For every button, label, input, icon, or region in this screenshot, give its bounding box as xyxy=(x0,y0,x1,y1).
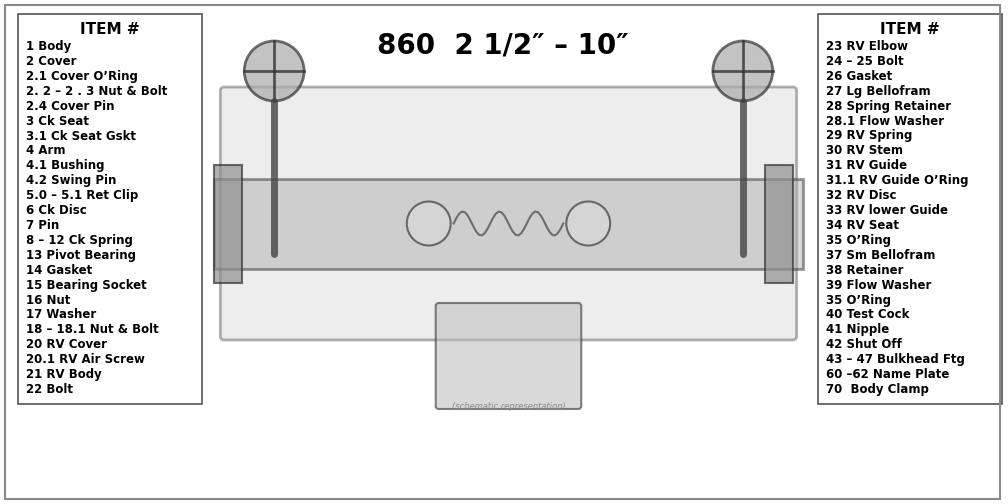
Text: 26 Gasket: 26 Gasket xyxy=(826,70,892,83)
Text: 20 RV Cover: 20 RV Cover xyxy=(26,338,107,351)
Text: 16 Nut: 16 Nut xyxy=(26,294,71,306)
Text: (schematic representation): (schematic representation) xyxy=(452,402,565,411)
Text: 3.1 Ck Seat Gskt: 3.1 Ck Seat Gskt xyxy=(26,130,136,143)
Text: 21 RV Body: 21 RV Body xyxy=(26,368,102,381)
Text: 7 Pin: 7 Pin xyxy=(26,219,59,232)
Text: ITEM #: ITEM # xyxy=(81,22,140,37)
Bar xyxy=(215,164,242,283)
Text: 4.1 Bushing: 4.1 Bushing xyxy=(26,159,105,172)
Text: 8 – 12 Ck Spring: 8 – 12 Ck Spring xyxy=(26,234,133,247)
Text: 28.1 Flow Washer: 28.1 Flow Washer xyxy=(826,114,943,128)
Text: 29 RV Spring: 29 RV Spring xyxy=(826,130,912,143)
Text: 4.2 Swing Pin: 4.2 Swing Pin xyxy=(26,174,116,187)
Text: 38 Retainer: 38 Retainer xyxy=(826,264,903,277)
Text: 70  Body Clamp: 70 Body Clamp xyxy=(826,383,928,396)
Text: 60 –62 Name Plate: 60 –62 Name Plate xyxy=(826,368,949,381)
Text: 27 Lg Bellofram: 27 Lg Bellofram xyxy=(826,85,930,98)
FancyBboxPatch shape xyxy=(435,303,582,409)
Text: 35 O’Ring: 35 O’Ring xyxy=(826,234,890,247)
Text: 22 Bolt: 22 Bolt xyxy=(26,383,73,396)
Text: 39 Flow Washer: 39 Flow Washer xyxy=(826,279,931,292)
Text: 30 RV Stem: 30 RV Stem xyxy=(826,145,902,157)
Text: 31.1 RV Guide O’Ring: 31.1 RV Guide O’Ring xyxy=(826,174,968,187)
Text: 1 Body: 1 Body xyxy=(26,40,72,53)
Text: 2. 2 – 2 . 3 Nut & Bolt: 2. 2 – 2 . 3 Nut & Bolt xyxy=(26,85,167,98)
Text: 43 – 47 Bulkhead Ftg: 43 – 47 Bulkhead Ftg xyxy=(826,353,965,366)
Text: 20.1 RV Air Screw: 20.1 RV Air Screw xyxy=(26,353,145,366)
FancyBboxPatch shape xyxy=(221,87,796,340)
Circle shape xyxy=(713,41,773,101)
Text: 18 – 18.1 Nut & Bolt: 18 – 18.1 Nut & Bolt xyxy=(26,324,158,336)
Text: 28 Spring Retainer: 28 Spring Retainer xyxy=(826,100,951,113)
Circle shape xyxy=(407,202,451,245)
Text: 40 Test Cock: 40 Test Cock xyxy=(826,308,909,322)
Text: 4 Arm: 4 Arm xyxy=(26,145,66,157)
Text: 2 Cover: 2 Cover xyxy=(26,55,77,68)
Text: 24 – 25 Bolt: 24 – 25 Bolt xyxy=(826,55,903,68)
Text: 33 RV lower Guide: 33 RV lower Guide xyxy=(826,204,948,217)
Text: 37 Sm Bellofram: 37 Sm Bellofram xyxy=(826,249,934,262)
Text: 23 RV Elbow: 23 RV Elbow xyxy=(826,40,907,53)
Circle shape xyxy=(566,202,610,245)
Bar xyxy=(765,164,792,283)
Text: 14 Gasket: 14 Gasket xyxy=(26,264,92,277)
Text: 42 Shut Off: 42 Shut Off xyxy=(826,338,901,351)
Text: 13 Pivot Bearing: 13 Pivot Bearing xyxy=(26,249,136,262)
Text: 41 Nipple: 41 Nipple xyxy=(826,324,889,336)
Text: 860  2 1/2″ – 10″: 860 2 1/2″ – 10″ xyxy=(377,32,628,60)
Text: 2.1 Cover O’Ring: 2.1 Cover O’Ring xyxy=(26,70,138,83)
FancyBboxPatch shape xyxy=(817,14,1002,404)
Text: 17 Washer: 17 Washer xyxy=(26,308,96,322)
Text: 31 RV Guide: 31 RV Guide xyxy=(826,159,906,172)
Bar xyxy=(215,178,802,269)
Circle shape xyxy=(244,41,304,101)
Text: 6 Ck Disc: 6 Ck Disc xyxy=(26,204,87,217)
Text: 35 O’Ring: 35 O’Ring xyxy=(826,294,890,306)
Text: 3 Ck Seat: 3 Ck Seat xyxy=(26,114,89,128)
Text: ITEM #: ITEM # xyxy=(880,22,939,37)
Text: 15 Bearing Socket: 15 Bearing Socket xyxy=(26,279,147,292)
Text: 2.4 Cover Pin: 2.4 Cover Pin xyxy=(26,100,115,113)
Text: 34 RV Seat: 34 RV Seat xyxy=(826,219,898,232)
Text: 32 RV Disc: 32 RV Disc xyxy=(826,189,896,202)
Text: 5.0 – 5.1 Ret Clip: 5.0 – 5.1 Ret Clip xyxy=(26,189,138,202)
FancyBboxPatch shape xyxy=(18,14,203,404)
